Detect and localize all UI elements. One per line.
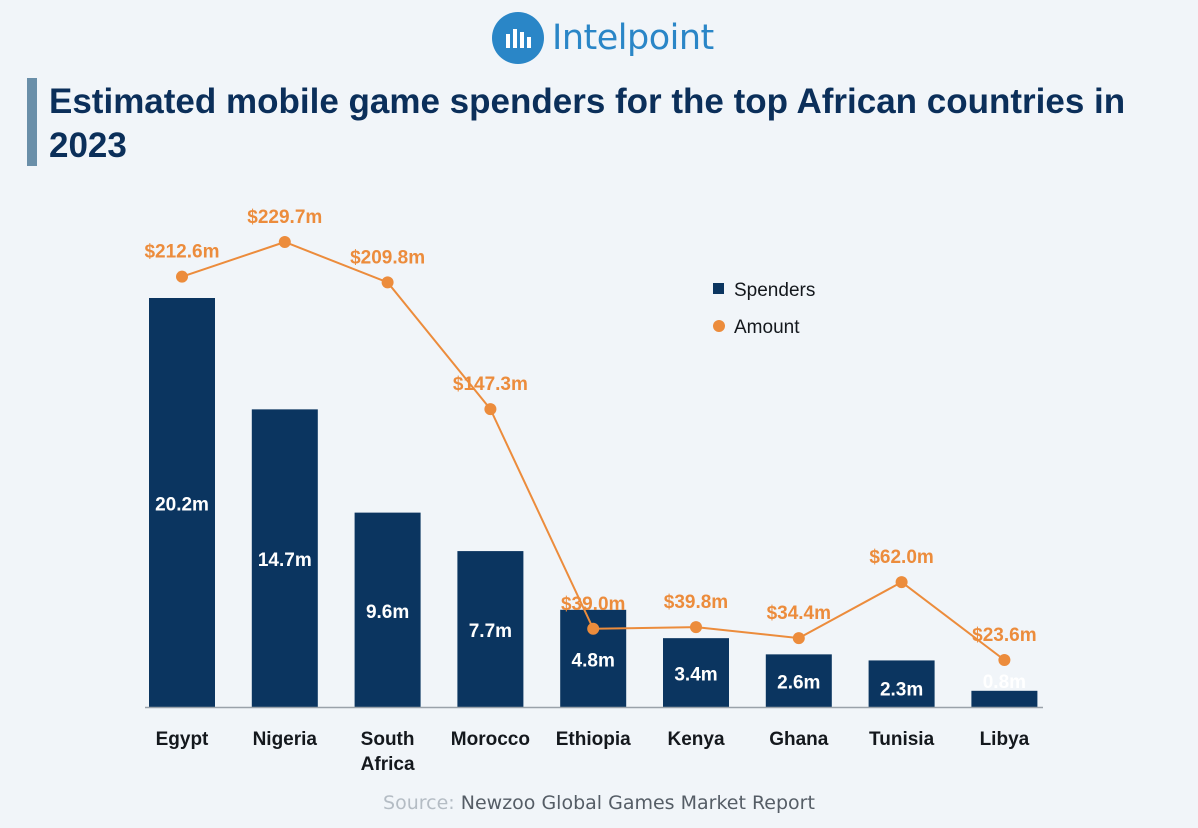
amount-value-label: $212.6m bbox=[144, 242, 219, 263]
amount-point-1 bbox=[278, 236, 291, 248]
bar-8 bbox=[971, 690, 1038, 707]
x-tick-label: Africa bbox=[361, 754, 415, 775]
amount-point-5 bbox=[690, 621, 702, 634]
legend-swatch-amount bbox=[713, 320, 725, 332]
amount-point-7 bbox=[895, 576, 908, 589]
bar-value-label: 4.8m bbox=[572, 650, 615, 671]
amount-value-label: $62.0m bbox=[869, 547, 933, 568]
bar-value-label: 9.6m bbox=[366, 602, 409, 623]
x-tick-label: Egypt bbox=[156, 729, 209, 750]
bar-6 bbox=[765, 654, 832, 707]
x-tick-label: Morocco bbox=[451, 729, 530, 750]
bar-chart-icon bbox=[492, 12, 544, 64]
bar-value-label: 0.8m bbox=[983, 672, 1026, 693]
amount-value-label: $229.7m bbox=[247, 207, 322, 228]
brand-logo: Intelpoint bbox=[492, 12, 714, 64]
bar-value-label: 2.3m bbox=[880, 680, 923, 701]
bar-value-label: 3.4m bbox=[674, 665, 717, 686]
legend-label-amount: Amount bbox=[734, 317, 800, 338]
amount-value-label: $39.8m bbox=[664, 592, 728, 613]
legend-label-spenders: Spenders bbox=[734, 280, 815, 301]
amount-value-label: $34.4m bbox=[767, 603, 831, 624]
bar-value-label: 2.6m bbox=[777, 673, 820, 694]
bar-value-label: 20.2m bbox=[155, 495, 209, 516]
x-tick-label: Libya bbox=[980, 729, 1030, 750]
amount-point-6 bbox=[792, 632, 805, 645]
amount-point-2 bbox=[381, 276, 394, 289]
amount-value-label: $147.3m bbox=[453, 374, 528, 395]
chart-title: Estimated mobile game spenders for the t… bbox=[49, 82, 1126, 165]
amount-point-3 bbox=[484, 403, 497, 416]
amount-point-8 bbox=[998, 654, 1011, 666]
bar-2 bbox=[354, 512, 421, 707]
x-tick-label: Ethiopia bbox=[556, 729, 631, 750]
title-accent-bar bbox=[27, 78, 37, 166]
bar-3 bbox=[457, 551, 524, 707]
bar-value-label: 14.7m bbox=[258, 550, 312, 571]
x-tick-label: Ghana bbox=[769, 729, 829, 750]
bar-7 bbox=[868, 660, 935, 707]
x-tick-label: Tunisia bbox=[869, 729, 935, 750]
amount-value-label: $23.6m bbox=[972, 625, 1036, 646]
brand-name: Intelpoint bbox=[552, 18, 714, 58]
bar-value-label: 7.7m bbox=[469, 621, 512, 642]
source-label: Source: bbox=[383, 792, 455, 814]
x-tick-label: Nigeria bbox=[253, 729, 318, 750]
chart: 20.2m 14.7m 9.6m 7.7m 4.8m 3.4m 2.6m 2.3m 0.8m $2… bbox=[144, 207, 1043, 775]
amount-point-4 bbox=[587, 622, 600, 635]
x-tick-label: Kenya bbox=[667, 729, 724, 750]
amount-value-label: $39.0m bbox=[561, 594, 625, 615]
amount-point-0 bbox=[176, 270, 188, 283]
legend-swatch-spenders bbox=[713, 283, 724, 294]
amount-value-label: $209.8m bbox=[350, 247, 425, 268]
x-tick-label: South bbox=[361, 729, 415, 750]
source-note: Source: Newzoo Global Games Market Repor… bbox=[0, 792, 1198, 814]
source-text: Newzoo Global Games Market Report bbox=[460, 792, 815, 814]
bar-5 bbox=[663, 638, 729, 707]
bar-0 bbox=[149, 298, 215, 707]
bar-1 bbox=[251, 409, 318, 707]
